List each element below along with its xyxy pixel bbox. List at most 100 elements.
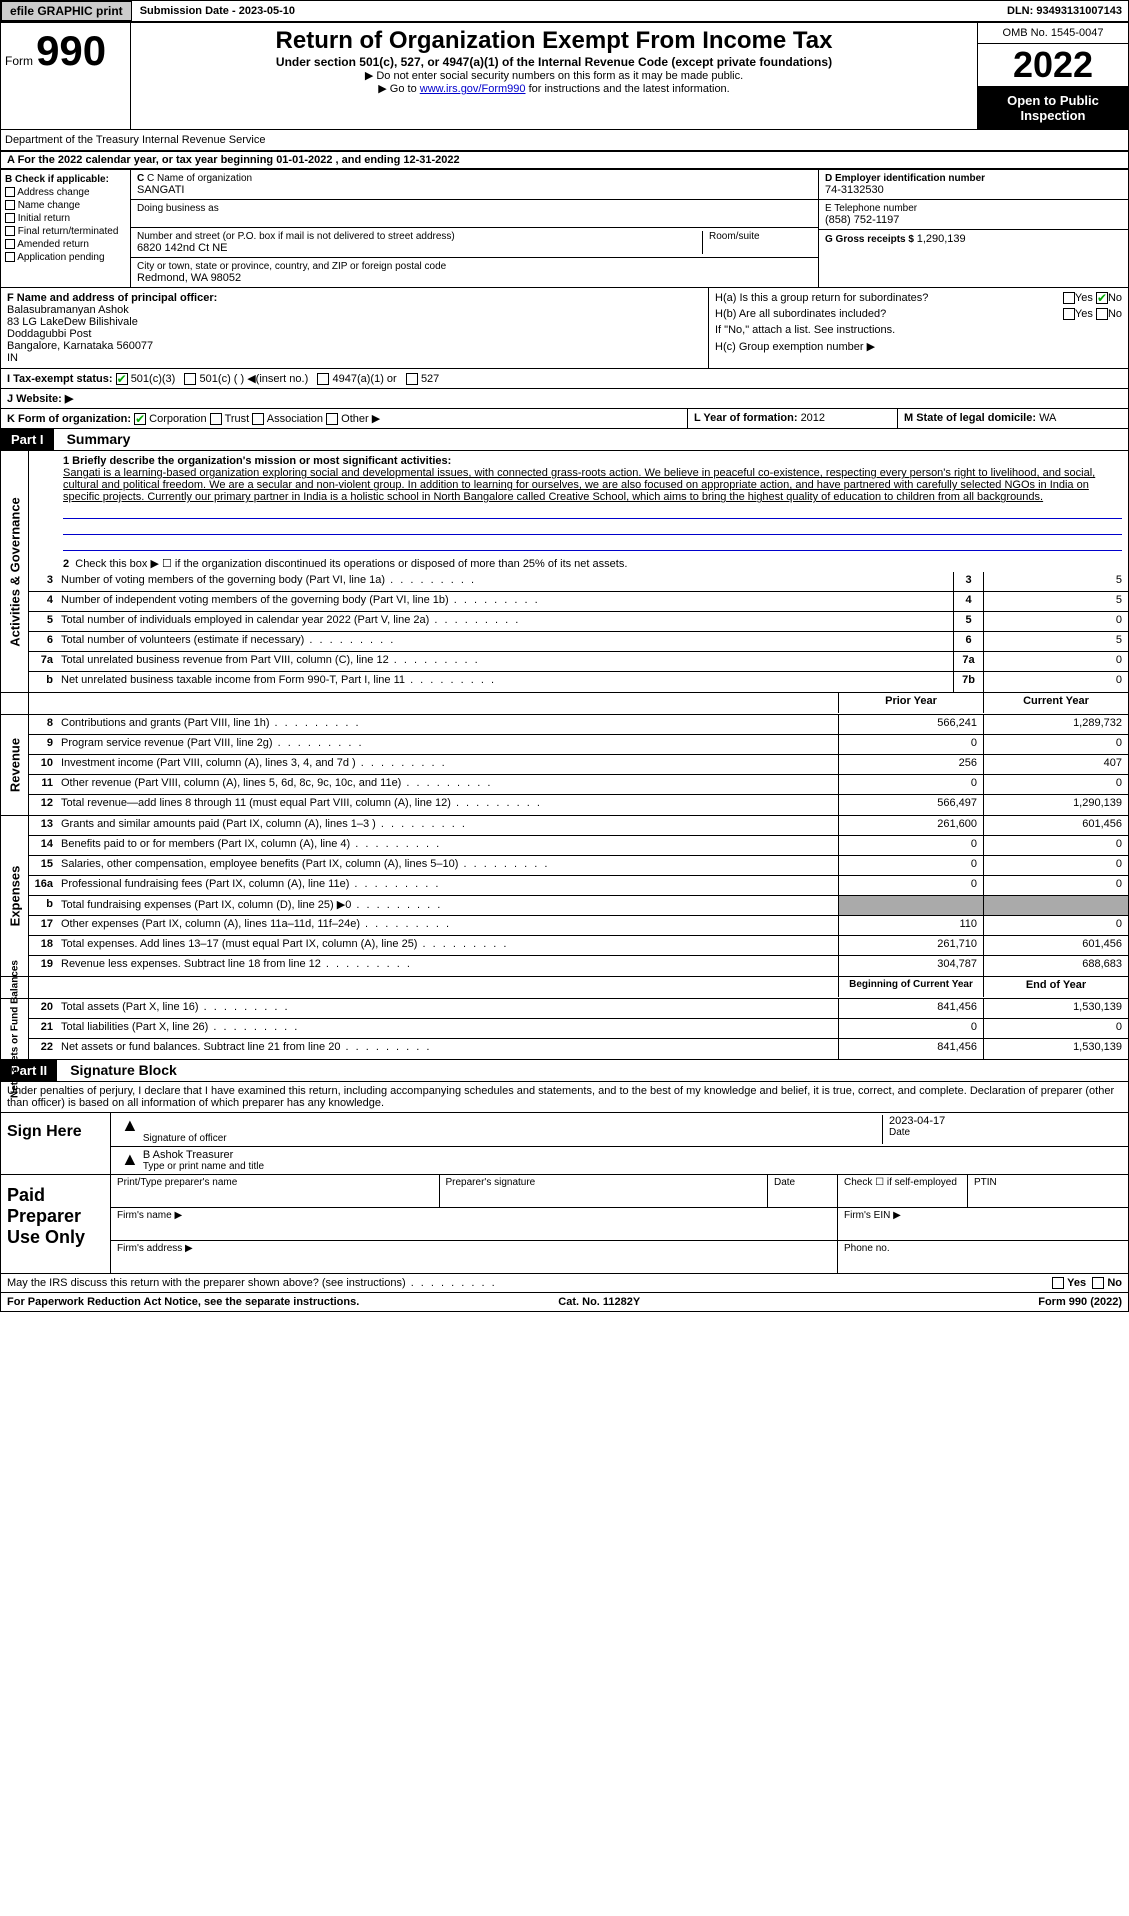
h-b-yes-checkbox[interactable] [1063, 308, 1075, 320]
form-header: Form 990 Return of Organization Exempt F… [0, 22, 1129, 130]
gross-receipts: 1,290,139 [917, 233, 966, 245]
line-16a-prior: 0 [838, 876, 983, 895]
line-5-value: 0 [983, 612, 1128, 631]
summary-line-21: 21 Total liabilities (Part X, line 26) 0… [29, 1019, 1128, 1039]
penalty-statement: Under penalties of perjury, I declare th… [0, 1082, 1129, 1113]
caret-icon: ▲ [117, 1115, 143, 1144]
form-page-label: Form 990 (2022) [1038, 1296, 1122, 1308]
row-j-website: J Website: ▶ [0, 389, 1129, 409]
signature-date: 2023-04-17 [889, 1115, 1122, 1127]
expenses-section: Expenses 13 Grants and similar amounts p… [0, 816, 1129, 977]
h-b-no-checkbox[interactable] [1096, 308, 1108, 320]
form-note-2: ▶ Go to www.irs.gov/Form990 for instruct… [135, 82, 973, 95]
line-19-prior: 304,787 [838, 956, 983, 976]
dln: DLN: 93493131007143 [1001, 5, 1128, 17]
summary-line-13: 13 Grants and similar amounts paid (Part… [29, 816, 1128, 836]
name-change-checkbox[interactable] [5, 200, 15, 210]
section-f-h-container: F Name and address of principal officer:… [0, 288, 1129, 369]
4947-checkbox[interactable] [317, 373, 329, 385]
association-checkbox[interactable] [252, 413, 264, 425]
address-change-checkbox[interactable] [5, 187, 15, 197]
application-pending-checkbox[interactable] [5, 252, 15, 262]
catalog-number: Cat. No. 11282Y [558, 1296, 640, 1308]
line-11-current: 0 [983, 775, 1128, 794]
irs-discuss-row: May the IRS discuss this return with the… [0, 1274, 1129, 1293]
line-8-current: 1,289,732 [983, 715, 1128, 734]
line-10-prior: 256 [838, 755, 983, 774]
line-14-current: 0 [983, 836, 1128, 855]
summary-line-b: b Net unrelated business taxable income … [29, 672, 1128, 692]
form-note-1: ▶ Do not enter social security numbers o… [135, 69, 973, 82]
sign-here-block: Sign Here ▲ Signature of officer 2023-04… [0, 1113, 1129, 1175]
sidebar-activities-governance: Activities & Governance [7, 497, 22, 647]
org-name: SANGATI [137, 184, 812, 196]
summary-line-5: 5 Total number of individuals employed i… [29, 612, 1128, 632]
form-number: 990 [36, 27, 106, 74]
state-domicile: WA [1039, 412, 1056, 424]
submission-date-label: Submission Date - 2023-05-10 [134, 5, 301, 17]
summary-line-12: 12 Total revenue—add lines 8 through 11 … [29, 795, 1128, 815]
part-i-header: Part I Summary [0, 429, 1129, 451]
street-address: 6820 142nd Ct NE [137, 242, 702, 254]
ein: 74-3132530 [825, 184, 1122, 196]
line-20-current: 1,530,139 [983, 999, 1128, 1018]
line-12-prior: 566,497 [838, 795, 983, 815]
activities-governance-section: Activities & Governance 1 Briefly descri… [0, 451, 1129, 693]
open-public-badge: Open to Public Inspection [978, 87, 1128, 129]
line-b-value: 0 [983, 672, 1128, 692]
summary-line-9: 9 Program service revenue (Part VIII, li… [29, 735, 1128, 755]
summary-line-8: 8 Contributions and grants (Part VIII, l… [29, 715, 1128, 735]
irs-discuss-no-checkbox[interactable] [1092, 1277, 1104, 1289]
final-return-checkbox[interactable] [5, 226, 15, 236]
efile-print-button[interactable]: efile GRAPHIC print [1, 1, 132, 21]
form-subtitle: Under section 501(c), 527, or 4947(a)(1)… [135, 55, 973, 69]
telephone: (858) 752-1197 [825, 214, 1122, 226]
501c-checkbox[interactable] [184, 373, 196, 385]
line-22-prior: 841,456 [838, 1039, 983, 1059]
caret-icon: ▲ [117, 1149, 143, 1172]
h-a-yes-checkbox[interactable] [1063, 292, 1075, 304]
summary-line-b: b Total fundraising expenses (Part IX, c… [29, 896, 1128, 916]
officer-name-title: B Ashok Treasurer [143, 1149, 1122, 1161]
line-11-prior: 0 [838, 775, 983, 794]
paperwork-notice: For Paperwork Reduction Act Notice, see … [7, 1296, 359, 1308]
line-4-value: 5 [983, 592, 1128, 611]
prior-year-header: Prior Year [838, 693, 983, 713]
summary-line-7a: 7a Total unrelated business revenue from… [29, 652, 1128, 672]
eoy-header: End of Year [983, 977, 1128, 997]
line-14-prior: 0 [838, 836, 983, 855]
summary-line-15: 15 Salaries, other compensation, employe… [29, 856, 1128, 876]
net-assets-section: Net Assets or Fund Balances 20 Total ass… [0, 999, 1129, 1060]
527-checkbox[interactable] [406, 373, 418, 385]
501c3-checkbox[interactable] [116, 373, 128, 385]
initial-return-checkbox[interactable] [5, 213, 15, 223]
line-17-current: 0 [983, 916, 1128, 935]
line-3-value: 5 [983, 572, 1128, 591]
summary-line-17: 17 Other expenses (Part IX, column (A), … [29, 916, 1128, 936]
current-year-header: Current Year [983, 693, 1128, 713]
line-13-prior: 261,600 [838, 816, 983, 835]
boy-eoy-header-row: Beginning of Current Year End of Year [0, 977, 1129, 999]
other-checkbox[interactable] [326, 413, 338, 425]
page-footer: For Paperwork Reduction Act Notice, see … [0, 1293, 1129, 1312]
summary-line-20: 20 Total assets (Part X, line 16) 841,45… [29, 999, 1128, 1019]
summary-line-14: 14 Benefits paid to or for members (Part… [29, 836, 1128, 856]
irs-link[interactable]: www.irs.gov/Form990 [420, 83, 526, 95]
line-1-label: 1 Briefly describe the organization's mi… [63, 455, 1122, 467]
part-ii-header: Part II Signature Block [0, 1060, 1129, 1082]
line-15-prior: 0 [838, 856, 983, 875]
sidebar-revenue: Revenue [7, 738, 22, 792]
city-state-zip: Redmond, WA 98052 [137, 272, 812, 284]
amended-return-checkbox[interactable] [5, 239, 15, 249]
line-18-prior: 261,710 [838, 936, 983, 955]
line-9-prior: 0 [838, 735, 983, 754]
revenue-section: Revenue 8 Contributions and grants (Part… [0, 715, 1129, 816]
summary-line-3: 3 Number of voting members of the govern… [29, 572, 1128, 592]
line-18-current: 601,456 [983, 936, 1128, 955]
department-label: Department of the Treasury Internal Reve… [0, 130, 1129, 151]
corporation-checkbox[interactable] [134, 413, 146, 425]
trust-checkbox[interactable] [210, 413, 222, 425]
h-a-no-checkbox[interactable] [1096, 292, 1108, 304]
irs-discuss-yes-checkbox[interactable] [1052, 1277, 1064, 1289]
line-16a-current: 0 [983, 876, 1128, 895]
